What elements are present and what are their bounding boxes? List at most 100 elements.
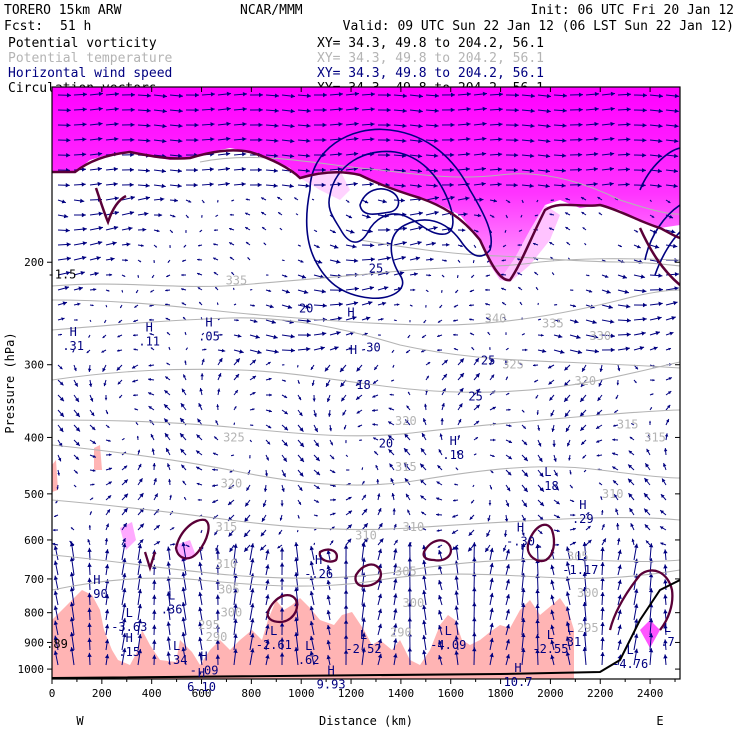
wind-vector: [57, 364, 63, 370]
wind-vector: [212, 452, 219, 456]
wind-vector: [627, 464, 635, 471]
wind-vector: [565, 621, 571, 636]
wind-vector: [57, 285, 70, 291]
wind-vector: [265, 319, 277, 324]
wind-vector: [297, 244, 301, 247]
wind-vector: [309, 545, 315, 561]
y-tick-label: 300: [24, 359, 44, 372]
wind-vector: [310, 364, 315, 371]
extremum-value: 10.7: [504, 675, 533, 689]
wind-vector: [532, 364, 539, 367]
wind-vector: [553, 153, 567, 158]
wind-vector: [600, 636, 605, 651]
wind-vector: [329, 512, 336, 516]
wind-vector: [521, 632, 526, 651]
wind-vector: [598, 212, 603, 216]
wind-vector: [233, 303, 237, 306]
wind-vector: [137, 259, 142, 263]
wind-vector: [407, 617, 413, 636]
y-tick-label: 1000: [18, 663, 45, 676]
wind-vector: [535, 286, 539, 291]
wind-vector: [585, 106, 599, 112]
wind-vector: [633, 603, 639, 621]
wind-vector: [537, 333, 544, 337]
wind-vector: [181, 273, 187, 277]
wind-vector: [441, 373, 448, 381]
wind-vector: [329, 259, 341, 264]
wind-vector: [342, 409, 347, 416]
wind-vector: [121, 557, 127, 576]
x-tick-label: 1600: [437, 687, 464, 700]
wind-vector: [137, 543, 143, 561]
wind-vector: [612, 438, 619, 442]
wind-vector: [665, 138, 679, 144]
wind-vector: [405, 349, 411, 354]
wind-vector: [489, 637, 494, 651]
wind-vector: [505, 578, 511, 591]
wind-vector: [391, 349, 395, 354]
wind-vector: [89, 136, 103, 142]
wind-vector: [660, 493, 667, 501]
wind-vector: [52, 542, 59, 546]
wind-vector: [265, 123, 279, 128]
wind-vector: [198, 561, 203, 576]
wind-vector: [229, 256, 235, 261]
wind-vector: [166, 651, 171, 666]
theta-contour: [52, 361, 680, 393]
wind-vector: [151, 448, 155, 456]
wind-vector: [472, 542, 477, 561]
wind-vector: [201, 358, 205, 366]
wind-vector: [665, 404, 671, 411]
wind-vector: [89, 469, 96, 472]
wind-vector: [441, 137, 455, 143]
wind-vector: [121, 258, 128, 262]
wind-vector: [422, 527, 427, 531]
wind-vector: [228, 227, 235, 231]
wind-vector: [87, 562, 92, 576]
wind-vector: [473, 372, 481, 381]
wind-vector: [500, 273, 507, 276]
wind-vector: [565, 546, 571, 561]
wind-vector: [404, 419, 411, 426]
wind-vector: [377, 653, 383, 666]
wind-vector: [422, 649, 427, 666]
wind-vector: [601, 151, 615, 157]
wind-vector: [105, 136, 119, 142]
wind-vector: [569, 304, 577, 308]
wind-vector: [281, 259, 285, 262]
wind-vector: [615, 394, 619, 400]
wind-vector: [121, 572, 127, 591]
wind-vector: [518, 229, 523, 232]
extremum-letter: H: [347, 306, 354, 320]
wind-vector: [343, 424, 347, 430]
wind-vector: [294, 617, 299, 636]
wind-vector: [409, 272, 418, 277]
wind-vector: [89, 271, 99, 277]
wind-vector: [57, 469, 61, 476]
wind-vector: [181, 302, 187, 306]
wind-vector: [502, 244, 507, 248]
wind-vector: [585, 151, 599, 157]
wind-vector: [281, 153, 295, 159]
wind-vector: [196, 482, 203, 486]
wind-vector: [181, 616, 187, 636]
wind-vector: [57, 123, 71, 128]
wind-vector: [649, 287, 664, 292]
wind-vector: [505, 499, 510, 507]
wind-vector: [361, 107, 375, 112]
wind-vector: [436, 334, 443, 338]
wind-vector: [537, 302, 539, 306]
wind-vector: [505, 653, 511, 666]
wind-vector: [70, 527, 75, 531]
wind-vector: [137, 227, 147, 232]
wind-vector: [249, 408, 255, 411]
wind-vector: [517, 286, 523, 291]
wind-vector: [57, 333, 63, 336]
wind-vector: [361, 602, 366, 621]
wind-vector: [409, 304, 413, 307]
wind-vector: [281, 304, 293, 309]
wind-vector: [153, 138, 167, 144]
wind-vector: [265, 393, 272, 397]
wind-vector: [565, 651, 571, 666]
wind-vector: [166, 621, 171, 636]
